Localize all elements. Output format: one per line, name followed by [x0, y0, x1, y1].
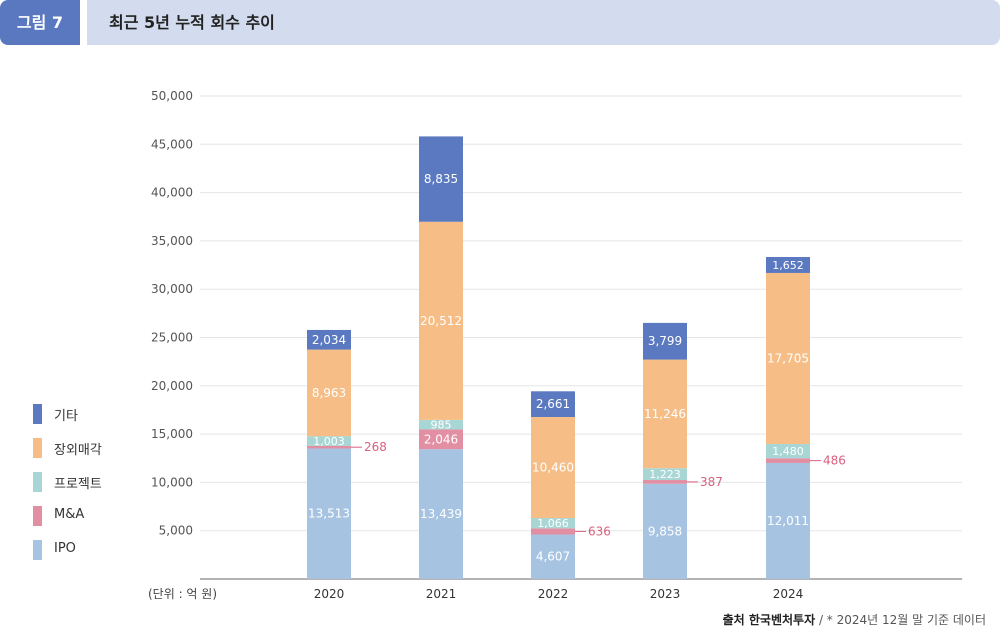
bar-segment — [307, 329, 351, 350]
bar-segment — [643, 359, 687, 469]
legend-label: IPO — [54, 541, 76, 556]
data-label: 8,963 — [312, 386, 346, 400]
figure-title: 최근 5년 누적 회수 추이 — [87, 0, 1000, 45]
data-label: 1,223 — [649, 468, 681, 481]
y-tick-label: 50,000 — [151, 89, 193, 103]
x-tick-label: 2021 — [426, 587, 457, 601]
data-label: 13,439 — [420, 507, 462, 521]
bar-segment — [419, 419, 463, 430]
bar-segment — [307, 436, 351, 446]
data-label: 17,705 — [767, 351, 809, 365]
data-label: 1,003 — [313, 435, 345, 448]
bar-segment — [643, 322, 687, 360]
legend-item: 장외매각 — [33, 438, 153, 458]
source-note: 출처 한국벤처투자 / * 2024년 12월 말 기준 데이터 — [723, 611, 986, 628]
data-label: 8,835 — [424, 172, 458, 186]
source-detail: / * 2024년 12월 말 기준 데이터 — [815, 613, 986, 627]
bar-segment — [531, 391, 575, 418]
y-tick-label: 25,000 — [151, 331, 193, 345]
legend-swatch — [33, 540, 42, 560]
bar-segment — [766, 443, 810, 459]
legend-swatch — [33, 438, 42, 458]
data-label: 12,011 — [767, 514, 809, 528]
data-label: 387 — [700, 475, 723, 489]
legend-label: 장외매각 — [54, 443, 102, 458]
legend-label: 기타 — [54, 409, 78, 424]
bar-segment — [643, 468, 687, 481]
data-label: 13,513 — [308, 507, 350, 521]
y-tick-label: 5,000 — [159, 524, 193, 538]
bar-segment — [766, 458, 810, 463]
legend-swatch — [33, 506, 42, 526]
bar-segment — [419, 449, 463, 579]
data-label: 2,034 — [312, 333, 346, 347]
source-name: 출처 한국벤처투자 — [722, 613, 816, 627]
data-label: 4,607 — [536, 550, 570, 564]
data-label: 20,512 — [420, 314, 462, 328]
data-label: 1,480 — [772, 445, 804, 458]
bar-segment — [419, 429, 463, 450]
bar-segment — [643, 483, 687, 579]
bar-segment — [419, 221, 463, 420]
y-tick-label: 40,000 — [151, 186, 193, 200]
bar-segment — [531, 518, 575, 529]
data-label: 10,460 — [532, 461, 574, 475]
data-label: 1,652 — [772, 259, 804, 272]
bar-segment — [307, 448, 351, 579]
data-label: 268 — [364, 440, 387, 454]
unit-label: (단위 : 억 원) — [148, 587, 218, 601]
data-label: 11,246 — [644, 407, 686, 421]
data-label: 486 — [823, 454, 846, 468]
y-tick-label: 35,000 — [151, 234, 193, 248]
legend-item: M&A — [33, 506, 153, 526]
y-tick-label: 10,000 — [151, 475, 193, 489]
data-label: 636 — [588, 524, 611, 538]
legend-item: IPO — [33, 540, 153, 560]
legend-label: M&A — [54, 507, 85, 522]
bar-segment — [531, 417, 575, 519]
bar-segment — [419, 136, 463, 222]
y-tick-label: 45,000 — [151, 137, 193, 151]
data-label: 2,661 — [536, 397, 570, 411]
legend-swatch — [33, 404, 42, 424]
figure-number-badge: 그림 7 — [0, 0, 80, 45]
x-tick-label: 2022 — [538, 587, 569, 601]
x-tick-label: 2023 — [650, 587, 681, 601]
bar-segment — [307, 349, 351, 437]
bar-segment — [307, 445, 351, 449]
data-label: 985 — [431, 419, 452, 432]
y-tick-label: 30,000 — [151, 282, 193, 296]
bar-segment — [643, 480, 687, 484]
bar-segment — [766, 256, 810, 273]
legend-label: 프로젝트 — [54, 477, 102, 492]
data-label: 1,066 — [537, 517, 569, 530]
x-tick-label: 2020 — [314, 587, 345, 601]
bar-segment — [766, 462, 810, 579]
figure-header: 그림 7 최근 5년 누적 회수 추이 — [0, 0, 1000, 45]
data-label: 2,046 — [424, 432, 458, 446]
legend-swatch — [33, 472, 42, 492]
data-label: 3,799 — [648, 334, 682, 348]
legend-item: 기타 — [33, 404, 153, 424]
data-label: 9,858 — [648, 524, 682, 538]
x-tick-label: 2024 — [773, 587, 804, 601]
legend-item: 프로젝트 — [33, 472, 153, 492]
bar-segment — [531, 534, 575, 579]
bar-segment — [766, 272, 810, 444]
y-tick-label: 15,000 — [151, 427, 193, 441]
bar-segment — [531, 528, 575, 535]
y-tick-label: 20,000 — [151, 379, 193, 393]
